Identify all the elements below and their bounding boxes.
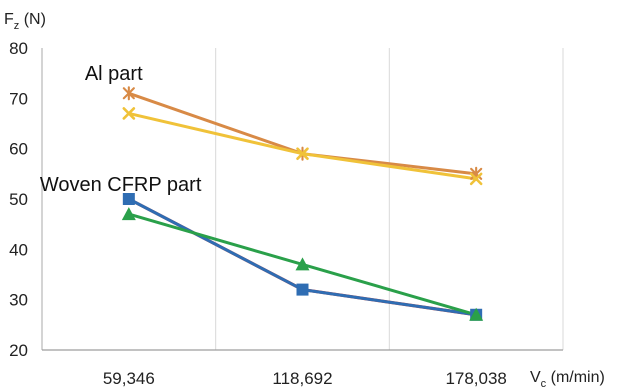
x-tick-label: 59,346: [103, 369, 155, 388]
y-tick-label: 80: [9, 39, 28, 58]
y-tick-label: 20: [9, 341, 28, 360]
y-tick-label: 60: [9, 140, 28, 159]
series-line-1: [129, 93, 476, 174]
y-tick-label: 70: [9, 89, 28, 108]
annotation-woven-cfrp-part: Woven CFRP part: [40, 174, 202, 196]
annotation-al-part: Al part: [85, 63, 143, 85]
x-tick-label: 178,038: [445, 369, 506, 388]
axis-layer: [42, 48, 563, 350]
square-marker: [297, 284, 309, 296]
x-tick-label: 118,692: [272, 369, 332, 388]
y-axis-label: Fz (N): [4, 11, 46, 32]
series-line-3: [129, 199, 476, 315]
x-axis-label: Vc (m/min): [530, 369, 605, 390]
series-layer: [129, 93, 476, 314]
y-tick-label: 40: [9, 240, 28, 259]
grid-layer: [216, 48, 563, 350]
y-tick-label: 30: [9, 291, 28, 310]
text-layer: 20 30 40 50 60 70 80 59,346 118,692 178,038 Fz (N)…: [4, 11, 605, 390]
series-line-5: [129, 199, 476, 315]
triangle-marker: [122, 207, 136, 220]
marker-layer: [122, 87, 483, 320]
y-tick-label: 50: [9, 190, 28, 209]
